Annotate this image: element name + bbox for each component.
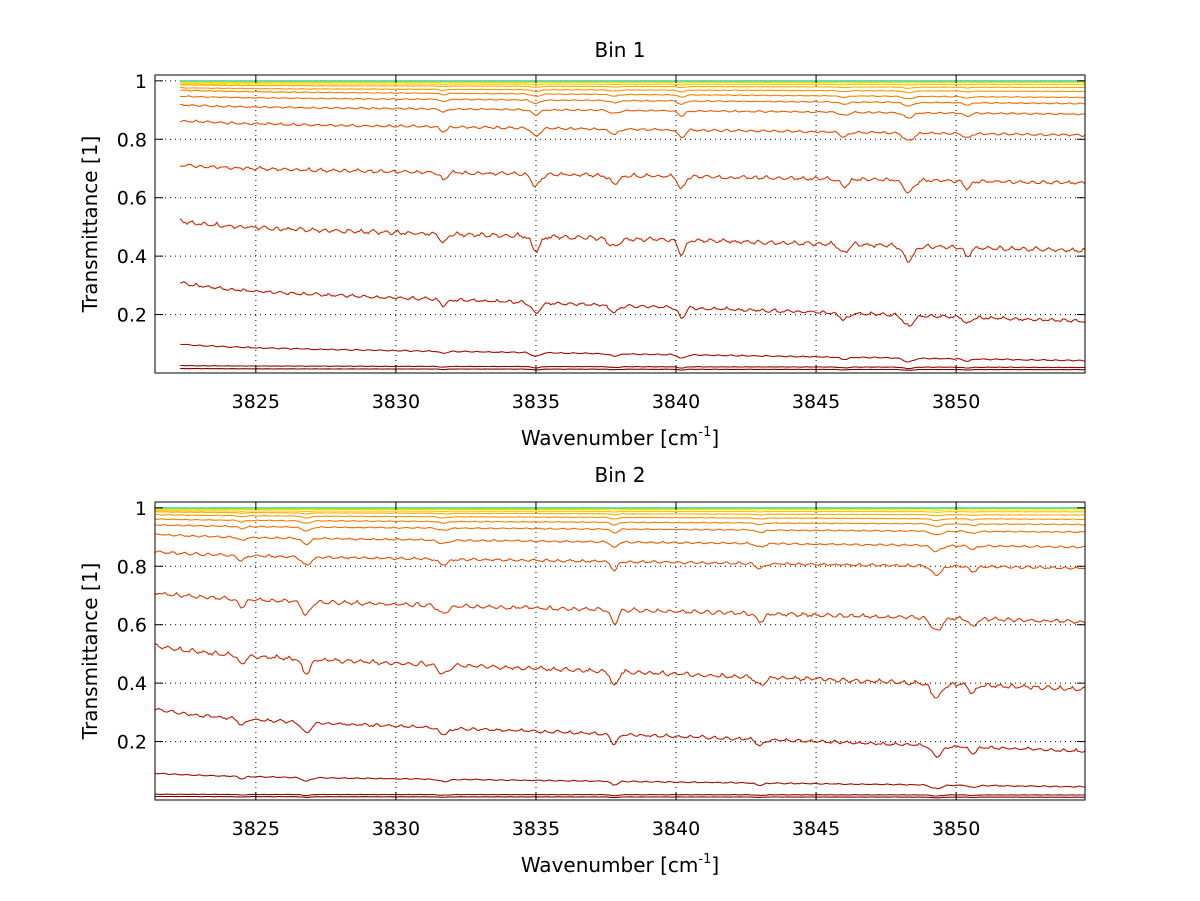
x-tick-label: 3850 <box>932 818 980 840</box>
spectrum-series-7 <box>154 533 1086 553</box>
ticks: 3825 3830 3835 3840 3845 3850 0.2 0.4 0.6 0.8 1 <box>117 498 1085 840</box>
chart-panel-bin-2: Bin 2 3825 3830 3835 3840 3845 3850 0.2 0.4 0.6 0… <box>78 463 1086 877</box>
y-tick-label: 0.8 <box>117 129 147 151</box>
y-tick-label: 0.6 <box>117 615 147 637</box>
spectrum-series-2 <box>154 772 1085 790</box>
spectrum-series-8 <box>180 95 1086 107</box>
spectrum-series-3 <box>180 280 1086 327</box>
spectrum-series-11 <box>180 84 1086 89</box>
spectrum-series-5 <box>180 163 1086 194</box>
x-tick-label: 3840 <box>652 818 700 840</box>
x-tick-label: 3825 <box>232 391 280 413</box>
spectrum-series-3 <box>154 707 1086 758</box>
y-tick-label: 0.4 <box>117 246 147 268</box>
spectrum-series-0 <box>180 367 1085 371</box>
x-tick-label: 3825 <box>232 818 280 840</box>
spectrum-series-8 <box>155 524 1086 536</box>
spectrum-series-4 <box>179 218 1086 263</box>
y-tick-label: 0.4 <box>117 673 147 695</box>
x-tick-label: 3845 <box>792 391 840 413</box>
y-tick-label: 0.2 <box>117 732 147 754</box>
spectrum-series-13 <box>154 508 1085 511</box>
x-tick-label: 3835 <box>512 391 560 413</box>
x-tick-label: 3850 <box>932 391 980 413</box>
x-axis-label: Wavenumber [cm-1] <box>521 852 719 877</box>
spectrum-series-7 <box>180 103 1086 119</box>
x-tick-label: 3845 <box>792 818 840 840</box>
grid <box>155 75 1085 373</box>
x-tick-label: 3830 <box>372 391 420 413</box>
spectrum-series-9 <box>155 518 1086 528</box>
spectrum-series-12 <box>180 83 1086 86</box>
spectrum-series-12 <box>154 510 1085 513</box>
x-axis-label: Wavenumber [cm-1] <box>521 425 719 450</box>
spectrum-series-11 <box>154 511 1086 517</box>
spectrum-series-1 <box>180 364 1085 370</box>
spectrum-series-2 <box>180 343 1085 363</box>
x-tick-label: 3840 <box>652 391 700 413</box>
grid <box>155 502 1085 800</box>
y-axis-label: Transmittance [1] <box>78 136 102 314</box>
chart-title: Bin 2 <box>594 463 645 487</box>
spectrum-series-4 <box>154 643 1086 699</box>
spectrum-series-9 <box>180 89 1086 100</box>
x-tick-label: 3830 <box>372 818 420 840</box>
series-group <box>154 507 1086 799</box>
y-tick-label: 1 <box>135 71 147 93</box>
y-tick-label: 0.8 <box>117 556 147 578</box>
y-tick-label: 0.2 <box>117 305 147 327</box>
spectrum-series-6 <box>154 550 1086 577</box>
spectrum-series-10 <box>180 87 1086 94</box>
spectrum-series-10 <box>155 513 1086 522</box>
spectrum-series-0 <box>154 795 1086 799</box>
chart-title: Bin 1 <box>594 38 645 62</box>
series-group <box>179 80 1086 371</box>
plot-frame <box>154 74 1086 374</box>
y-axis-label: Transmittance [1] <box>78 563 102 741</box>
spectrum-series-1 <box>155 793 1085 797</box>
y-tick-label: 1 <box>135 498 147 520</box>
x-tick-label: 3835 <box>512 818 560 840</box>
spectrum-series-13 <box>180 81 1086 84</box>
y-tick-label: 0.6 <box>117 188 147 210</box>
spectrum-series-6 <box>180 119 1086 141</box>
chart-panel-bin-1: Bin 1 3825 3830 3835 3840 3845 3850 0.2 0.4 0.6 0… <box>78 38 1086 450</box>
spectrum-series-5 <box>154 591 1086 631</box>
ticks: 3825 3830 3835 3840 3845 3850 0.2 0.4 0.6 0.8 1 <box>117 71 1085 413</box>
plot-frame <box>154 501 1086 801</box>
